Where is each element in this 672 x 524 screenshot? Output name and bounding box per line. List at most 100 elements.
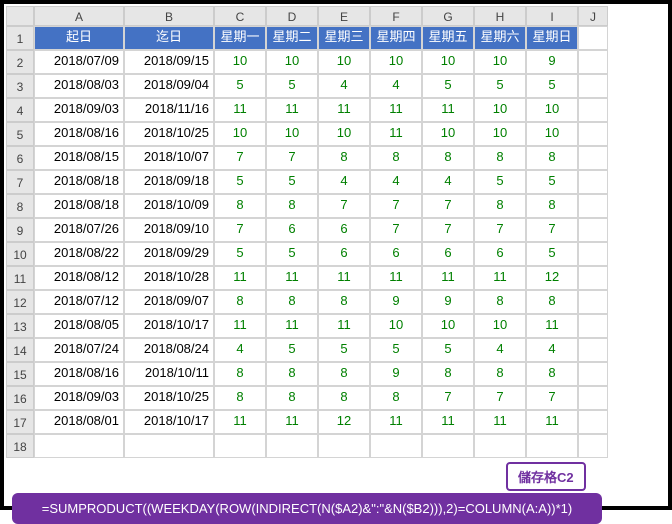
weekday-count[interactable]: 5 xyxy=(526,74,578,98)
weekday-count[interactable]: 8 xyxy=(318,386,370,410)
weekday-count[interactable]: 4 xyxy=(370,170,422,194)
end-date[interactable]: 2018/09/18 xyxy=(124,170,214,194)
end-date[interactable]: 2018/09/10 xyxy=(124,218,214,242)
weekday-count[interactable]: 7 xyxy=(214,218,266,242)
start-date[interactable]: 2018/08/22 xyxy=(34,242,124,266)
start-date[interactable]: 2018/07/26 xyxy=(34,218,124,242)
cell-empty[interactable] xyxy=(578,362,608,386)
cell-empty[interactable] xyxy=(578,410,608,434)
weekday-count[interactable]: 5 xyxy=(370,338,422,362)
weekday-count[interactable]: 5 xyxy=(266,74,318,98)
cell-empty[interactable] xyxy=(578,386,608,410)
weekday-count[interactable]: 10 xyxy=(370,50,422,74)
cell-empty[interactable] xyxy=(474,434,526,458)
weekday-count[interactable]: 10 xyxy=(214,122,266,146)
weekday-count[interactable]: 7 xyxy=(474,218,526,242)
weekday-count[interactable]: 5 xyxy=(422,74,474,98)
start-date[interactable]: 2018/07/09 xyxy=(34,50,124,74)
start-date[interactable]: 2018/08/18 xyxy=(34,170,124,194)
row-header-2[interactable]: 2 xyxy=(6,50,34,74)
start-date[interactable]: 2018/07/24 xyxy=(34,338,124,362)
row-header-7[interactable]: 7 xyxy=(6,170,34,194)
weekday-count[interactable]: 10 xyxy=(214,50,266,74)
weekday-count[interactable]: 4 xyxy=(370,74,422,98)
col-header-J[interactable]: J xyxy=(578,6,608,26)
row-header-11[interactable]: 11 xyxy=(6,266,34,290)
weekday-count[interactable]: 5 xyxy=(474,170,526,194)
weekday-count[interactable]: 4 xyxy=(214,338,266,362)
weekday-count[interactable]: 8 xyxy=(318,290,370,314)
weekday-count[interactable]: 6 xyxy=(474,242,526,266)
cell-empty[interactable] xyxy=(318,434,370,458)
cell-empty[interactable] xyxy=(422,434,474,458)
weekday-count[interactable]: 4 xyxy=(422,170,474,194)
cell-empty[interactable] xyxy=(578,146,608,170)
weekday-count[interactable]: 8 xyxy=(266,362,318,386)
cell-empty[interactable] xyxy=(578,170,608,194)
weekday-count[interactable]: 8 xyxy=(526,290,578,314)
weekday-count[interactable]: 8 xyxy=(370,146,422,170)
weekday-count[interactable]: 8 xyxy=(214,290,266,314)
weekday-count[interactable]: 4 xyxy=(474,338,526,362)
weekday-count[interactable]: 8 xyxy=(318,362,370,386)
col-header-A[interactable]: A xyxy=(34,6,124,26)
weekday-count[interactable]: 8 xyxy=(422,362,474,386)
end-date[interactable]: 2018/10/11 xyxy=(124,362,214,386)
weekday-count[interactable]: 4 xyxy=(526,338,578,362)
weekday-count[interactable]: 10 xyxy=(474,122,526,146)
weekday-count[interactable]: 10 xyxy=(318,122,370,146)
weekday-count[interactable]: 8 xyxy=(266,386,318,410)
weekday-count[interactable]: 5 xyxy=(526,170,578,194)
weekday-count[interactable]: 11 xyxy=(214,314,266,338)
cell-empty[interactable] xyxy=(578,122,608,146)
weekday-count[interactable]: 10 xyxy=(266,50,318,74)
weekday-count[interactable]: 7 xyxy=(526,386,578,410)
weekday-count[interactable]: 8 xyxy=(474,290,526,314)
row-header-6[interactable]: 6 xyxy=(6,146,34,170)
row-header-16[interactable]: 16 xyxy=(6,386,34,410)
row-header-13[interactable]: 13 xyxy=(6,314,34,338)
cell-empty[interactable] xyxy=(578,26,608,50)
weekday-count[interactable]: 11 xyxy=(266,410,318,434)
weekday-count[interactable]: 11 xyxy=(318,98,370,122)
weekday-count[interactable]: 6 xyxy=(266,218,318,242)
row-header-10[interactable]: 10 xyxy=(6,242,34,266)
weekday-count[interactable]: 5 xyxy=(266,242,318,266)
weekday-count[interactable]: 7 xyxy=(214,146,266,170)
weekday-count[interactable]: 7 xyxy=(422,194,474,218)
weekday-count[interactable]: 11 xyxy=(370,122,422,146)
row-header-17[interactable]: 17 xyxy=(6,410,34,434)
weekday-count[interactable]: 6 xyxy=(318,218,370,242)
cell-empty[interactable] xyxy=(370,434,422,458)
weekday-count[interactable]: 9 xyxy=(526,50,578,74)
weekday-count[interactable]: 5 xyxy=(318,338,370,362)
weekday-count[interactable]: 11 xyxy=(422,98,474,122)
col-header-corner[interactable] xyxy=(6,6,34,26)
cell-empty[interactable] xyxy=(578,338,608,362)
end-date[interactable]: 2018/11/16 xyxy=(124,98,214,122)
weekday-count[interactable]: 11 xyxy=(422,410,474,434)
weekday-count[interactable]: 8 xyxy=(422,146,474,170)
start-date[interactable]: 2018/08/05 xyxy=(34,314,124,338)
start-date[interactable]: 2018/08/18 xyxy=(34,194,124,218)
weekday-count[interactable]: 11 xyxy=(214,266,266,290)
cell-empty[interactable] xyxy=(578,266,608,290)
end-date[interactable]: 2018/10/25 xyxy=(124,386,214,410)
weekday-count[interactable]: 12 xyxy=(526,266,578,290)
end-date[interactable]: 2018/09/29 xyxy=(124,242,214,266)
weekday-count[interactable]: 5 xyxy=(214,242,266,266)
weekday-count[interactable]: 8 xyxy=(266,290,318,314)
weekday-count[interactable]: 11 xyxy=(318,314,370,338)
weekday-count[interactable]: 10 xyxy=(526,98,578,122)
weekday-count[interactable]: 10 xyxy=(474,314,526,338)
weekday-count[interactable]: 11 xyxy=(370,266,422,290)
start-date[interactable]: 2018/08/01 xyxy=(34,410,124,434)
weekday-count[interactable]: 7 xyxy=(318,194,370,218)
end-date[interactable]: 2018/10/07 xyxy=(124,146,214,170)
weekday-count[interactable]: 6 xyxy=(422,242,474,266)
weekday-count[interactable]: 4 xyxy=(318,170,370,194)
cell-empty[interactable] xyxy=(214,434,266,458)
weekday-count[interactable]: 8 xyxy=(214,386,266,410)
weekday-count[interactable]: 9 xyxy=(422,290,474,314)
end-date[interactable]: 2018/10/28 xyxy=(124,266,214,290)
